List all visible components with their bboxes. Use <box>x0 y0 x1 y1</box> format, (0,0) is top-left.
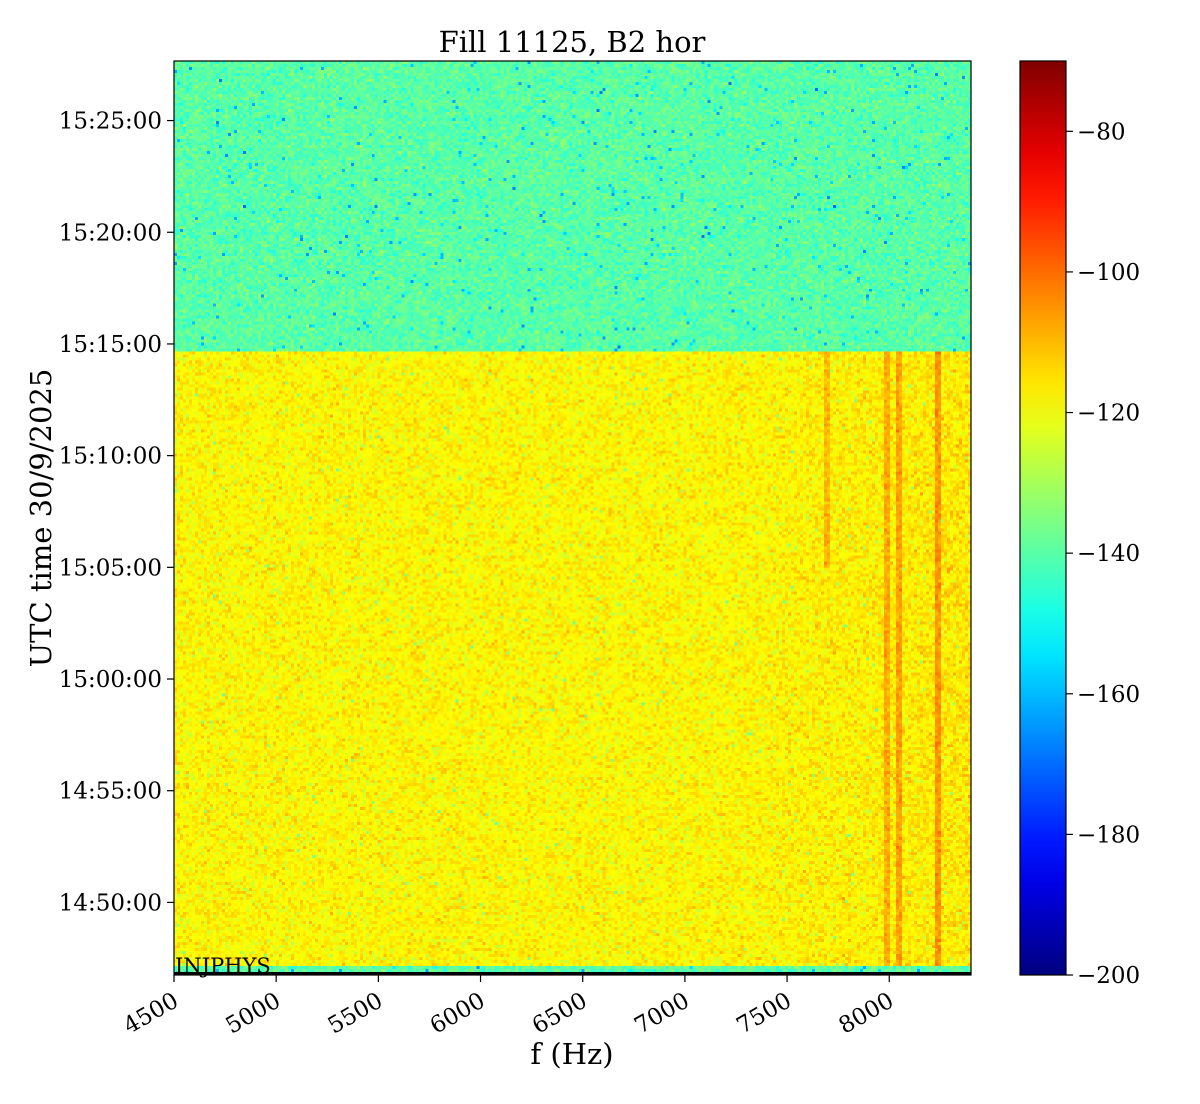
x-tick-label: 8000 <box>835 988 899 1040</box>
y-axis-ticks: 14:50:00 14:55:00 15:00:00 15:05:00 15:10:00… <box>59 109 174 916</box>
y-tick-label: 15:10:00 <box>59 444 162 470</box>
x-tick-label: 7500 <box>732 988 796 1040</box>
x-tick-label: 6500 <box>528 988 592 1040</box>
x-tick-label: 5500 <box>324 988 388 1040</box>
colorbar-tick-label: −100 <box>1077 260 1140 286</box>
colorbar: −200 −180 −160 −140 −120 −100 −80 <box>1019 60 1140 989</box>
x-tick-label: 5000 <box>221 988 285 1040</box>
colorbar-tick-label: −160 <box>1077 682 1140 708</box>
x-axis-ticks: 4500 5000 5500 6000 6500 7000 7500 8000 <box>119 975 898 1039</box>
y-tick-label: 14:50:00 <box>59 890 162 916</box>
colorbar-tick-label: −180 <box>1077 822 1140 848</box>
x-tick-label: 7000 <box>630 988 694 1040</box>
heatmap-layer <box>174 61 971 975</box>
heatmap-image <box>174 61 971 975</box>
colorbar-ticks: −200 −180 −160 −140 −120 −100 −80 <box>1066 119 1140 989</box>
y-tick-label: 15:15:00 <box>59 332 162 358</box>
heatmap-bottom-edge <box>174 972 971 975</box>
y-tick-label: 15:00:00 <box>59 667 162 693</box>
y-tick-label: 15:05:00 <box>59 555 162 581</box>
colorbar-frame <box>1019 60 1067 976</box>
x-tick-label: 6000 <box>426 988 490 1040</box>
y-tick-label: 15:25:00 <box>59 109 162 135</box>
colorbar-tick-label: −200 <box>1077 963 1140 989</box>
x-axis-label: f (Hz) <box>530 1037 613 1071</box>
annotation-injphys: INJPHYS <box>175 954 271 978</box>
colorbar-tick-label: −80 <box>1077 119 1126 145</box>
y-tick-label: 14:55:00 <box>59 779 162 805</box>
plot-frame <box>173 60 972 976</box>
y-tick-label: 15:20:00 <box>59 220 162 246</box>
colorbar-gradient <box>1020 61 1066 975</box>
x-tick-label: 4500 <box>119 988 183 1040</box>
chart-title: Fill 11125, B2 hor <box>439 25 706 59</box>
colorbar-tick-label: −140 <box>1077 541 1140 567</box>
y-axis-label: UTC time 30/9/2025 <box>24 369 58 668</box>
colorbar-tick-label: −120 <box>1077 401 1140 427</box>
